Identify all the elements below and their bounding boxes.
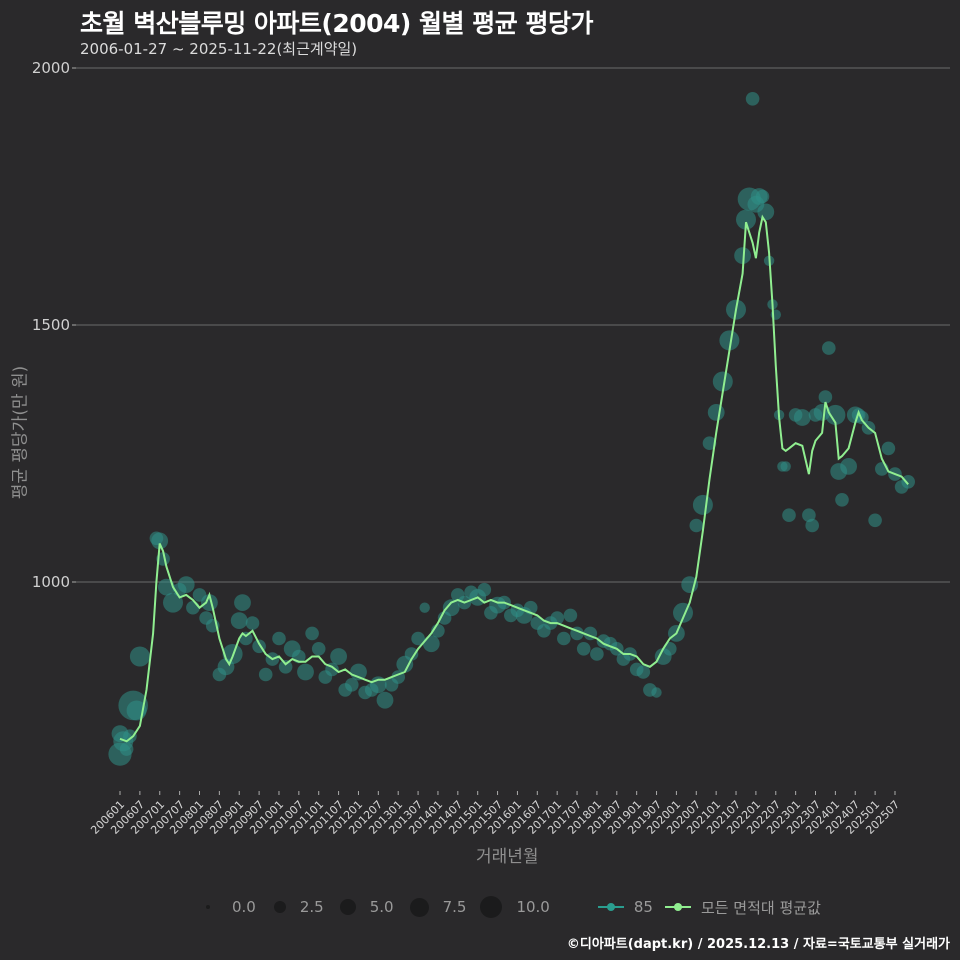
size-dot-icon xyxy=(339,899,356,915)
x-axis-label: 거래년월 xyxy=(476,847,539,867)
line-marker-icon xyxy=(664,902,691,912)
footer-credit: ©디아파트(dapt.kr) / 2025.12.13 / 자료=국토교통부 실… xyxy=(566,937,950,952)
line-marker-icon xyxy=(597,902,624,912)
legend-size-0: 0.0 xyxy=(200,898,256,916)
x-tick-marks xyxy=(119,791,896,795)
legend: 0.0 2.5 5.0 7.5 10.0 85 모든 면적대 평균값 xyxy=(200,896,833,918)
bubble-series-85 xyxy=(108,92,915,766)
y-tick-2000: 2000 xyxy=(31,59,70,77)
chart-title: 초월 벽산블루밍 아파트(2004) 월별 평균 평당가 xyxy=(80,9,593,38)
legend-size-10: 10.0 xyxy=(478,896,550,918)
chart-subtitle: 2006-01-27 ~ 2025-11-22(최근계약일) xyxy=(80,40,358,58)
size-dot-icon xyxy=(480,896,503,918)
legend-series-85: 85 xyxy=(597,898,653,916)
gridlines xyxy=(72,67,950,583)
y-tick-1000: 1000 xyxy=(31,573,70,591)
legend-size-7-5: 7.5 xyxy=(406,897,466,917)
size-dot-icon xyxy=(409,897,429,917)
size-dot-icon xyxy=(273,901,286,913)
size-dot-icon xyxy=(206,905,210,909)
average-line xyxy=(119,214,909,743)
y-tick-1500: 1500 xyxy=(31,316,70,334)
legend-size-5: 5.0 xyxy=(336,898,394,916)
legend-size-2-5: 2.5 xyxy=(268,898,324,916)
legend-series-average: 모든 면적대 평균값 xyxy=(664,897,821,918)
